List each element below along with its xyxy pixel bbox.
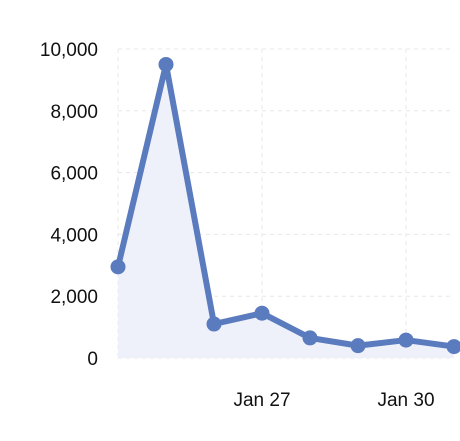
data-point-4[interactable] [303, 330, 318, 345]
data-point-0[interactable] [111, 259, 126, 274]
data-point-1[interactable] [159, 57, 174, 72]
x-tick-label-0: Jan 27 [233, 390, 290, 411]
y-tick-label-4: 8,000 [50, 102, 98, 123]
data-point-2[interactable] [207, 317, 222, 332]
y-tick-label-1: 2,000 [50, 287, 98, 308]
y-axis-tick-labels: 0 2,000 4,000 6,000 8,000 10,000 [40, 40, 98, 370]
series-0-area [118, 64, 454, 358]
y-tick-label-2: 4,000 [50, 225, 98, 246]
x-tick-label-1: Jan 30 [377, 390, 434, 411]
y-tick-label-0: 0 [87, 349, 98, 370]
data-point-3[interactable] [255, 306, 270, 321]
area-fill-layer [118, 64, 454, 358]
data-point-6[interactable] [399, 333, 414, 348]
y-tick-label-5: 10,000 [40, 40, 98, 61]
data-point-5[interactable] [351, 338, 366, 353]
x-axis-tick-labels: Jan 27 Jan 30 [233, 390, 434, 411]
y-tick-label-3: 6,000 [50, 164, 98, 185]
